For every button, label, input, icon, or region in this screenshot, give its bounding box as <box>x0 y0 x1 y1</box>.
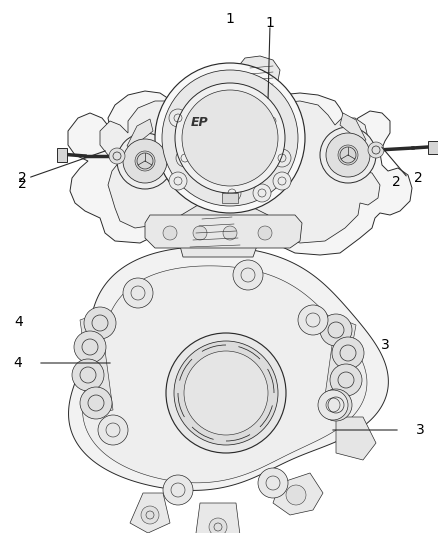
Text: 4: 4 <box>14 316 23 329</box>
Circle shape <box>233 260 263 290</box>
Text: 3: 3 <box>381 338 390 352</box>
Circle shape <box>318 390 348 420</box>
Circle shape <box>123 139 167 183</box>
Polygon shape <box>336 417 376 460</box>
Circle shape <box>123 278 153 308</box>
Polygon shape <box>273 473 323 515</box>
Text: 4: 4 <box>14 356 22 370</box>
Circle shape <box>182 90 278 186</box>
Circle shape <box>176 149 194 167</box>
Circle shape <box>320 389 352 421</box>
Circle shape <box>223 226 237 240</box>
Circle shape <box>258 468 288 498</box>
Text: 3: 3 <box>416 423 424 437</box>
Circle shape <box>320 127 376 183</box>
Polygon shape <box>100 98 380 243</box>
Circle shape <box>209 518 227 533</box>
Circle shape <box>98 415 128 445</box>
Circle shape <box>135 151 155 171</box>
Circle shape <box>72 359 104 391</box>
Circle shape <box>223 184 241 202</box>
Text: 2: 2 <box>413 171 422 185</box>
Polygon shape <box>68 246 389 490</box>
Circle shape <box>258 226 272 240</box>
Circle shape <box>169 109 187 127</box>
Polygon shape <box>173 200 268 257</box>
Polygon shape <box>80 313 113 413</box>
Circle shape <box>330 364 362 396</box>
Circle shape <box>163 226 177 240</box>
Text: 2: 2 <box>18 177 27 191</box>
Polygon shape <box>340 113 366 143</box>
Polygon shape <box>57 148 67 162</box>
Circle shape <box>298 305 328 335</box>
Polygon shape <box>130 493 170 533</box>
Circle shape <box>84 307 116 339</box>
Circle shape <box>155 63 305 213</box>
Circle shape <box>332 337 364 369</box>
Circle shape <box>162 70 298 206</box>
Text: 1: 1 <box>265 16 275 30</box>
Circle shape <box>141 506 159 524</box>
Circle shape <box>253 184 271 202</box>
Circle shape <box>263 112 281 130</box>
Circle shape <box>174 341 278 445</box>
Circle shape <box>163 475 193 505</box>
Polygon shape <box>82 266 367 483</box>
Circle shape <box>368 142 384 158</box>
Polygon shape <box>196 503 240 533</box>
Text: 2: 2 <box>392 175 401 189</box>
Circle shape <box>166 333 286 453</box>
Circle shape <box>184 351 268 435</box>
Circle shape <box>117 133 173 189</box>
Polygon shape <box>68 89 412 255</box>
Polygon shape <box>323 317 356 413</box>
Text: 2: 2 <box>18 171 26 185</box>
Circle shape <box>326 133 370 177</box>
Circle shape <box>109 148 125 164</box>
Text: EP: EP <box>191 117 209 130</box>
Circle shape <box>74 331 106 363</box>
Circle shape <box>320 314 352 346</box>
Polygon shape <box>233 56 280 93</box>
Circle shape <box>286 485 306 505</box>
Circle shape <box>175 83 285 193</box>
Circle shape <box>193 226 207 240</box>
Circle shape <box>169 172 187 190</box>
Circle shape <box>273 172 291 190</box>
Text: 1: 1 <box>226 12 234 26</box>
Polygon shape <box>222 193 238 203</box>
Circle shape <box>338 145 358 165</box>
Polygon shape <box>145 215 302 248</box>
Circle shape <box>273 149 291 167</box>
Polygon shape <box>428 141 438 154</box>
Polygon shape <box>127 119 153 149</box>
Circle shape <box>80 387 112 419</box>
